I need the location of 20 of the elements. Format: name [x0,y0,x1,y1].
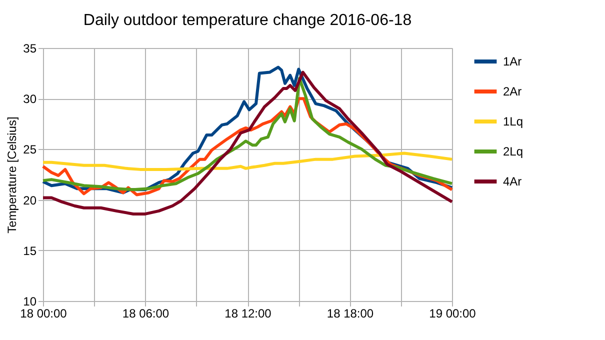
legend-label: 1Lq [503,114,524,128]
x-tick-label: 18 06:00 [122,306,170,320]
legend-label: 2Lq [503,144,524,158]
line-series [42,70,454,216]
y-tick-label: 15 [23,244,37,258]
y-tick-label: 30 [23,92,37,106]
x-tick-label: 18 12:00 [224,306,272,320]
x-tick-label: 19 00:00 [429,306,476,320]
x-tick-label: 18 18:00 [326,306,374,320]
y-tick-label: 25 [23,142,37,157]
chart-title: Daily outdoor temperature change 2016-06-18 [83,12,412,29]
x-tick-label: 18 00:00 [20,306,68,320]
legend-label: 4Ar [503,174,522,188]
line-series [42,152,454,171]
legend-label: 1Ar [503,54,522,68]
y-tick-label: 35 [23,42,37,56]
y-tick-label: 20 [23,193,37,208]
y-axis-title: Temperature [Celsius] [5,116,20,234]
legend-label: 2Ar [503,84,522,98]
y-tick-label: 10 [23,294,37,308]
